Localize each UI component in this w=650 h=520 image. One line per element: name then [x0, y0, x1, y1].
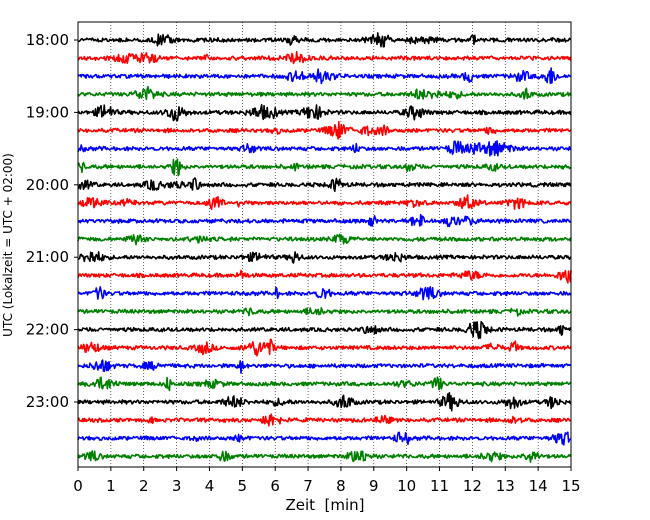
trace-2245 [77, 376, 572, 392]
x-tick-label: 2 [139, 477, 149, 495]
plot-frame [77, 21, 572, 468]
trace-2045 [77, 233, 572, 246]
trace-2300 [77, 392, 572, 412]
x-tick-label: 15 [561, 477, 580, 495]
trace-2030 [77, 213, 572, 228]
trace-1915 [77, 121, 572, 140]
trace-2230 [77, 359, 572, 374]
x-tick-label: 8 [336, 477, 346, 495]
y-axis: 18:00 19:00 20:00 21:00 22:00 23:00 [26, 31, 78, 411]
trace-layer [77, 32, 572, 463]
x-tick-label: 3 [172, 477, 182, 495]
trace-2315 [77, 413, 572, 427]
x-tick-label: 0 [73, 477, 83, 495]
y-tick-label: 20:00 [26, 176, 69, 194]
trace-1830 [77, 67, 572, 85]
x-axis: 0 1 2 3 4 5 6 7 8 9 10 11 12 13 14 15 [73, 467, 581, 495]
y-tick-label: 19:00 [26, 103, 69, 121]
y-tick-label: 18:00 [26, 31, 69, 49]
x-tick-label: 7 [303, 477, 313, 495]
y-tick-label: 21:00 [26, 248, 69, 266]
trace-2000 [77, 177, 572, 193]
x-tick-label: 5 [238, 477, 248, 495]
y-tick-label: 23:00 [26, 393, 69, 411]
trace-1800 [77, 32, 572, 48]
trace-2215 [77, 338, 572, 357]
y-axis-label: UTC (Lokalzeit = UTC + 02:00) [1, 153, 15, 337]
x-tick-label: 6 [270, 477, 280, 495]
x-tick-label: 12 [463, 477, 482, 495]
x-tick-label: 9 [369, 477, 379, 495]
x-tick-label: 14 [529, 477, 548, 495]
x-tick-label: 4 [205, 477, 215, 495]
trace-1815 [77, 51, 572, 65]
trace-2330 [77, 431, 572, 446]
trace-1930 [77, 140, 572, 157]
trace-2100 [77, 251, 572, 264]
trace-1845 [77, 85, 572, 101]
x-tick-label: 10 [397, 477, 416, 495]
trace-2145 [77, 307, 572, 317]
trace-2015 [77, 194, 572, 210]
grid-lines [77, 22, 572, 467]
trace-2115 [77, 269, 572, 284]
trace-2200 [77, 320, 572, 340]
trace-1900 [77, 104, 572, 122]
x-tick-label: 13 [496, 477, 515, 495]
trace-2345 [77, 450, 572, 463]
y-tick-label: 22:00 [26, 321, 69, 339]
trace-2130 [77, 286, 572, 301]
x-tick-label: 11 [430, 477, 449, 495]
trace-1945 [77, 158, 572, 177]
x-tick-label: 1 [106, 477, 116, 495]
x-axis-label: Zeit [min] [285, 496, 364, 514]
